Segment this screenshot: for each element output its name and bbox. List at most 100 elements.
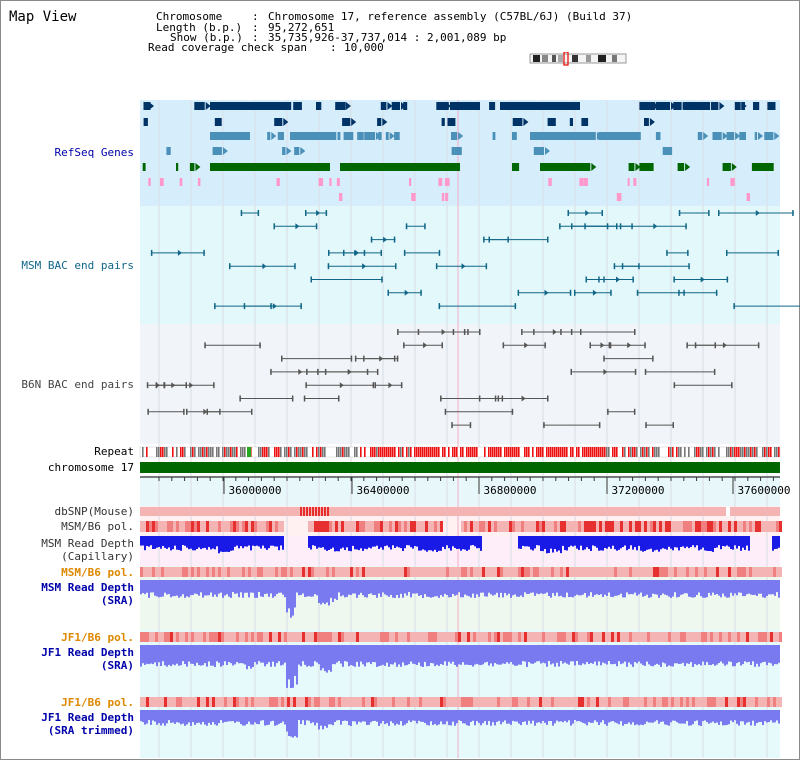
msm-depth-cap-bar — [744, 536, 746, 550]
repeat-element — [466, 447, 468, 457]
msm-b6-pol-cell — [620, 521, 623, 532]
msm-depth-cap-bar — [146, 536, 148, 546]
b6n-bac-end — [259, 342, 261, 349]
b6n-bac-end — [354, 355, 357, 362]
jf1-depth-sra-bar — [156, 645, 158, 667]
b6n-bac-end — [672, 422, 674, 429]
jf1-depth-sra-bar — [586, 645, 588, 662]
jf1-depth-trim-bar — [174, 710, 176, 724]
jf1-b6-pol-cell — [440, 632, 443, 642]
refseq-features[interactable] — [142, 102, 780, 201]
msm-b6-pol-cell — [641, 521, 644, 532]
b6n-bac-end — [213, 382, 215, 389]
jf1-depth-sra-bar — [394, 645, 396, 663]
jf1-depth-sra-bar — [196, 645, 198, 663]
msm-b6-pol-cell — [395, 521, 398, 532]
repeat-element — [640, 447, 642, 457]
jf1-b6-pol-cell — [278, 632, 281, 642]
msm-b6-pol-cell — [728, 521, 731, 532]
jf1-depth-trim-bar — [394, 710, 396, 726]
depth-tracks[interactable] — [140, 536, 780, 738]
repeat-track[interactable] — [139, 446, 781, 458]
msm-depth-cap-bar — [532, 536, 534, 551]
chromosome-bar[interactable] — [140, 462, 780, 473]
msm-depth-cap-bar — [686, 536, 688, 547]
msm-depth-sra-bar — [580, 580, 582, 596]
jf1-b6-pol2-cell — [488, 697, 491, 707]
jf1-depth-trim-bar — [712, 710, 714, 722]
repeat-element — [354, 447, 356, 457]
dbsnp-track[interactable] — [140, 507, 780, 516]
msm-depth-cap-bar — [656, 536, 658, 550]
jf1-depth-trim-bar — [490, 710, 492, 726]
jf1-depth-trim-bar — [618, 710, 620, 725]
msm-bac-end — [483, 236, 485, 243]
jf1-depth-sra-bar — [372, 645, 374, 662]
chromosome-ideogram[interactable] — [528, 52, 628, 66]
jf1-depth-trim-bar — [180, 710, 182, 725]
jf1-depth-sra-bar — [768, 645, 770, 663]
gene-exon — [758, 163, 768, 171]
msm-b6-pol2-cell — [422, 567, 425, 577]
b6n-bac-end — [570, 368, 572, 375]
jf1-depth-sra-bar — [498, 645, 500, 665]
msm-b6-pol-cell — [503, 521, 506, 532]
msm-b6-pol-cell — [482, 521, 485, 532]
jf1-b6-pol-cell — [362, 632, 365, 642]
gene-strand-arrow — [382, 118, 388, 126]
jf1-depth-sra-bar — [732, 645, 734, 667]
jf1-depth-trim-bar — [756, 710, 758, 724]
msm-depth-cap-bar — [550, 536, 552, 549]
jf1-b6-pol-cell — [497, 632, 500, 642]
jf1-depth-trim-bar — [426, 710, 428, 725]
msm-b6-pol2-cell — [470, 567, 473, 577]
jf1-depth-trim-bar — [700, 710, 702, 726]
msm-depth-cap-bar — [332, 536, 334, 548]
repeat-element — [442, 447, 444, 457]
jf1-depth-sra-bar — [698, 645, 700, 665]
msm-depth-cap-bar — [626, 536, 628, 551]
jf1-b6-pol-cell — [389, 632, 392, 642]
jf1-depth-trim-bar — [346, 710, 348, 721]
jf1-b6-pol2-cell — [314, 697, 317, 707]
msm-depth-cap-bar — [574, 536, 576, 546]
jf1-b6-pol2-cell — [161, 697, 164, 707]
jf1-b6-pol2-cell — [539, 697, 542, 707]
jf1-b6-pol2-cell — [239, 697, 242, 707]
repeat-element — [444, 447, 446, 457]
msm-b6-pol2-cell — [419, 567, 422, 577]
msm-depth-sra-bar — [378, 580, 380, 594]
msm-depth-cap-bar — [658, 536, 660, 552]
jf1-b6-pol2-cell — [293, 697, 296, 707]
msm-depth-cap-bar — [366, 536, 368, 550]
msm-bac-end — [547, 236, 549, 243]
msm-depth-sra-bar — [336, 580, 338, 600]
jf1-b6-pol2-cell — [230, 697, 233, 707]
jf1-depth-sra-bar — [376, 645, 378, 667]
dbsnp-density — [327, 507, 329, 516]
msm-b6-pol2-cell — [779, 567, 782, 577]
jf1-b6-pol2-cell — [179, 697, 182, 707]
jf1-depth-trim-bar — [704, 710, 706, 721]
msm-depth-sra-bar — [770, 580, 772, 595]
b6n-bac-end — [686, 342, 688, 349]
msm-depth-sra-bar — [718, 580, 720, 596]
msm-bac-end — [610, 289, 612, 296]
msm-bac-features[interactable] — [150, 210, 800, 310]
polymorphism-tracks[interactable] — [140, 521, 782, 707]
jf1-b6-pol-cell — [431, 632, 434, 642]
jf1-depth-trim-bar — [526, 710, 528, 725]
b6n-bac-features[interactable] — [146, 329, 760, 429]
jf1-depth-sra-bar — [694, 645, 696, 665]
msm-depth-sra-bar — [380, 580, 382, 597]
jf1-b6-pol2-cell — [221, 697, 224, 707]
repeat-element — [212, 447, 214, 457]
msm-depth-sra-bar — [436, 580, 438, 597]
repeat-element — [614, 447, 616, 457]
jf1-depth-sra-bar — [338, 645, 340, 661]
b6n-bac-end — [634, 368, 637, 375]
jf1-b6-pol2-cell — [509, 697, 512, 707]
gene-exon — [753, 102, 760, 110]
msm-b6-pol2-cell — [251, 567, 254, 577]
msm-depth-cap-bar — [216, 536, 218, 547]
